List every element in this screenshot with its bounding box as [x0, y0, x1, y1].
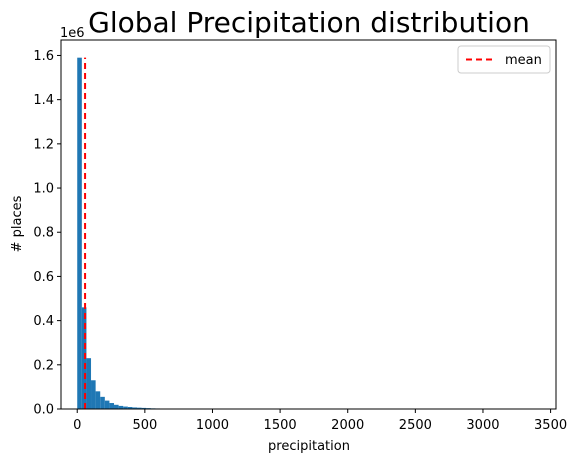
histogram-bar	[95, 391, 101, 409]
y-tick-label: 1.0	[33, 182, 54, 197]
histogram-bar	[137, 407, 142, 409]
legend-box	[457, 45, 551, 74]
y-axis-label: # places	[10, 195, 25, 252]
histogram-bar	[77, 57, 82, 410]
y-tick-label: 1.6	[33, 49, 54, 64]
histogram-bar	[123, 406, 128, 409]
x-tick-label: 1500	[264, 418, 297, 433]
legend-label-mean: mean	[505, 53, 542, 68]
y-offset-label: 1e6	[60, 26, 85, 41]
x-tick-label: 2500	[399, 418, 432, 433]
y-tick-label: 0.8	[33, 226, 54, 241]
y-tick-label: 1.4	[33, 93, 54, 108]
histogram-bar	[104, 400, 110, 409]
x-tick-label: 0	[73, 418, 81, 433]
histogram-bar	[132, 407, 138, 409]
histogram-bar	[118, 405, 124, 409]
x-tick-label: 3500	[534, 418, 567, 433]
chart-title: Global Precipitation distribution	[88, 6, 530, 39]
y-tick-label: 0.2	[33, 358, 54, 373]
x-tick-label: 2000	[331, 418, 364, 433]
x-tick-label: 500	[132, 418, 157, 433]
x-tick-label: 1000	[196, 418, 229, 433]
x-tick-label: 3000	[466, 418, 499, 433]
y-tick-label: 0.0	[33, 403, 54, 418]
bars-group	[77, 57, 216, 410]
y-ticks: 0.0 0.2 0.4 0.6 0.8 1.0 1.2 1.4 1.6	[33, 49, 61, 418]
histogram-bar	[100, 396, 105, 409]
y-tick-label: 1.2	[33, 137, 54, 152]
histogram-bar	[91, 380, 96, 409]
plot-frame	[60, 39, 557, 410]
histogram-bar	[109, 403, 115, 409]
x-axis-label: precipitation	[268, 439, 350, 454]
histogram-bar	[141, 407, 147, 409]
histogram-bar	[127, 407, 133, 409]
histogram-bar	[114, 404, 119, 409]
y-tick-label: 0.6	[33, 270, 54, 285]
histogram-bar	[86, 358, 92, 409]
legend: mean	[457, 45, 551, 74]
y-tick-label: 0.4	[33, 314, 54, 329]
x-ticks: 0 500 1000 1500 2000 2500 3000 3500	[73, 409, 567, 433]
